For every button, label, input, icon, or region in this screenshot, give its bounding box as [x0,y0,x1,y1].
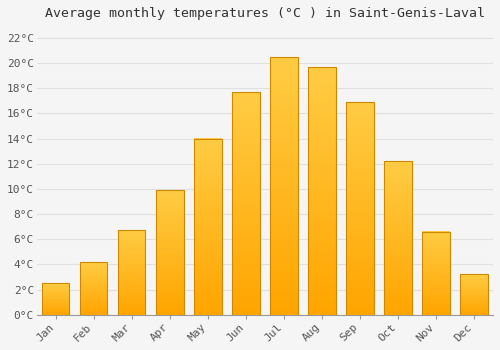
Bar [232,92,260,315]
Bar [194,139,222,315]
Bar [42,283,70,315]
Bar [346,102,374,315]
Bar [308,67,336,315]
Bar [422,232,450,315]
Bar [118,230,146,315]
Bar [270,57,297,315]
Bar [80,262,108,315]
Bar [460,274,487,315]
Bar [384,161,411,315]
Title: Average monthly temperatures (°C ) in Saint-Genis-Laval: Average monthly temperatures (°C ) in Sa… [45,7,485,20]
Bar [156,190,184,315]
